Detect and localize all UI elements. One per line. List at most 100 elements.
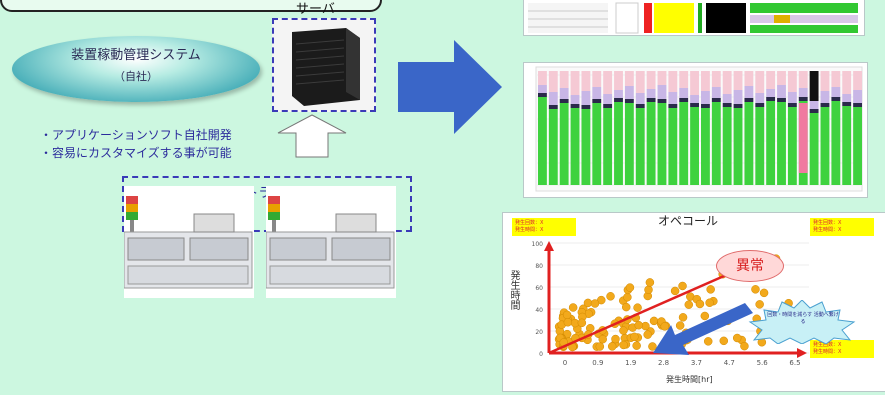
bar-segment: [538, 71, 547, 85]
scatter-point: [706, 285, 715, 294]
bar-segment: [809, 113, 819, 185]
y-tick-label: 0: [539, 351, 543, 358]
bar-segment: [690, 107, 699, 185]
bar-segment: [733, 108, 743, 185]
info-badge: 発生回数：X 発生時間：X: [810, 218, 874, 236]
scatter-chart-panel: 100 80 60 40 20 0 0 0.9 1.9 2.8 3.7 4.7 5.6 6.5: [502, 212, 885, 392]
bar-segment: [755, 93, 765, 103]
bar-segment: [842, 106, 852, 185]
scatter-point: [719, 336, 729, 346]
system-ellipse: [12, 36, 260, 102]
bar-segment: [581, 91, 591, 105]
scatter-point: [619, 340, 628, 350]
bar-segment: [614, 102, 623, 185]
bar-segment: [646, 89, 656, 98]
trend-arrow: [548, 263, 750, 355]
scatter-point: [563, 318, 573, 327]
bar-segment: [798, 97, 808, 101]
bar-segment: [787, 107, 797, 185]
bar-segment: [657, 85, 667, 99]
bar-segment: [592, 99, 602, 103]
scatter-point: [632, 341, 641, 350]
scatter-point: [705, 298, 714, 307]
badge-line: 発生回数：X: [515, 220, 544, 226]
x-tick-label: 0: [563, 359, 567, 367]
bar-segment: [853, 103, 862, 107]
bar-segment: [635, 104, 645, 108]
y-tick-label: 80: [535, 263, 543, 270]
bar-segment: [657, 99, 667, 103]
badge-line: 発生時間：X: [515, 227, 544, 233]
bar-segment: [570, 95, 580, 104]
x-tick-label: 3.7: [691, 359, 702, 367]
machine-image: [265, 186, 396, 298]
scatter-point: [583, 298, 593, 308]
scatter-point: [645, 278, 655, 287]
y-axis-arrowhead: [544, 241, 554, 251]
scatter-point: [625, 283, 635, 292]
bar-segment: [744, 86, 754, 98]
badge-line: 発生回数：X: [813, 342, 842, 348]
bar-segment: [798, 88, 808, 97]
bar-segment: [614, 71, 623, 90]
scatter-chart: 100 80 60 40 20 0 0 0.9 1.9 2.8 3.7 4.7 5.6 6.5: [532, 241, 809, 367]
bar-segment: [603, 94, 613, 104]
bar-segment: [701, 104, 710, 108]
bar-segment: [820, 71, 830, 91]
scatter-point: [660, 322, 670, 331]
bar-segment: [853, 90, 862, 103]
bar-segment: [614, 90, 623, 98]
improvement-arrow: [653, 303, 753, 355]
bar-segment: [679, 102, 689, 185]
server-label: サーバ: [296, 2, 335, 17]
bar-segment: [853, 107, 862, 185]
bar-segment: [755, 103, 765, 107]
bar-segment: [592, 71, 602, 87]
bar-segment: [787, 92, 797, 103]
bar-segment: [657, 103, 667, 185]
bar-segment: [722, 103, 732, 107]
bar-segment: [711, 102, 721, 185]
bar-segment: [679, 88, 689, 98]
bar-segment: [646, 71, 656, 89]
bar-segment: [766, 97, 776, 101]
x-tick-label: 2.8: [658, 359, 669, 367]
bar-segment: [581, 71, 591, 91]
bullet-item: ・アプリケーションソフト自社開発: [40, 128, 232, 142]
y-tick-label: 20: [535, 329, 543, 336]
scatter-point: [598, 334, 607, 344]
bar-segment: [581, 109, 591, 185]
x-tick-label: 0.9: [592, 359, 603, 367]
system-sub: （自社）: [114, 70, 158, 83]
note-burst: [748, 300, 856, 344]
bar-segment: [624, 103, 634, 185]
bar-segment: [538, 97, 547, 185]
note-text: 回数・時間を減らす 活動へ繋げる: [767, 312, 839, 325]
scatter-point: [675, 321, 685, 330]
bar-segment: [733, 90, 743, 104]
bar-segment: [570, 71, 580, 95]
scatter-point: [678, 281, 687, 291]
bar-segment: [624, 99, 634, 103]
scatter-point: [634, 320, 643, 330]
server-icon: [292, 28, 360, 106]
scatter-point: [623, 292, 632, 302]
bar-segment: [624, 71, 634, 86]
bar-segment: [690, 95, 699, 103]
bar-segment: [777, 98, 786, 102]
bar-segment: [831, 87, 841, 97]
bar-segment: [777, 85, 786, 98]
bar-segment: [722, 71, 732, 94]
bar-segment: [570, 104, 580, 108]
bar-segment: [820, 91, 830, 103]
bar-segment: [766, 71, 776, 89]
bar-segment: [831, 71, 841, 87]
bar-segment: [690, 71, 699, 95]
scatter-point: [630, 332, 639, 342]
bar-segment: [592, 87, 602, 99]
bar-segment: [787, 71, 797, 92]
scatter-point: [633, 303, 642, 312]
scatter-point: [732, 333, 742, 343]
bar-segment: [679, 71, 689, 88]
y-tick-label: 60: [535, 285, 543, 292]
